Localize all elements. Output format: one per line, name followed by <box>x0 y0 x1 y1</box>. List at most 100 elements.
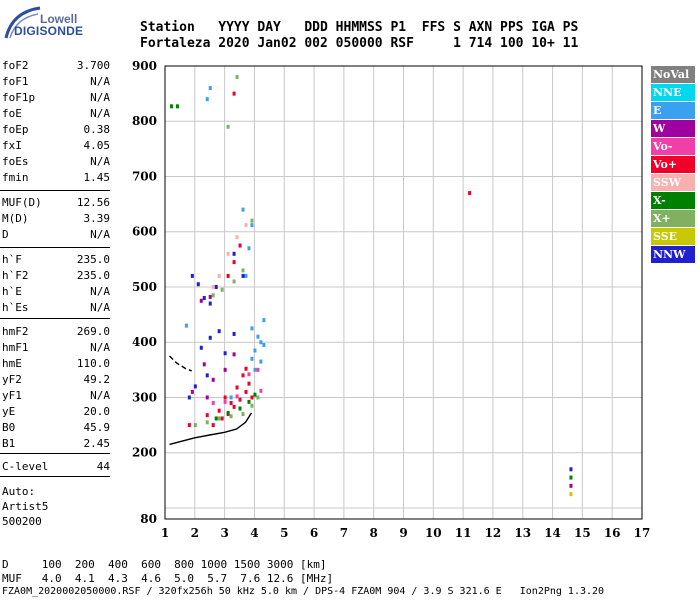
param-separator <box>0 247 110 248</box>
data-point <box>244 389 248 394</box>
data-point <box>223 395 227 400</box>
data-point <box>226 410 230 415</box>
param-row: h`Es N/A <box>2 301 110 315</box>
y-tick-label: 600 <box>132 225 157 239</box>
param-label: C-level <box>2 460 49 473</box>
param-row: foE N/A <box>2 107 110 121</box>
data-point <box>214 284 218 289</box>
data-point <box>256 395 260 400</box>
data-point <box>241 207 245 212</box>
data-point <box>220 416 224 421</box>
x-tick-label: 13 <box>514 526 531 540</box>
param-separator <box>0 190 110 191</box>
param-label: hmF1 <box>2 341 29 354</box>
data-point <box>247 399 251 404</box>
param-value: 44 <box>96 460 110 473</box>
data-point <box>211 400 215 405</box>
logo-lowell-text: Lowell <box>40 12 78 26</box>
param-value: 12.56 <box>76 196 110 209</box>
param-value: N/A <box>90 389 110 402</box>
param-row: foEs N/A <box>2 155 110 169</box>
auto-label: Auto: <box>2 485 36 498</box>
param-value: 4.05 <box>83 139 111 152</box>
param-row: foF2 3.700 <box>2 59 110 73</box>
data-point <box>253 392 257 397</box>
data-point <box>244 223 248 228</box>
data-point <box>229 414 233 419</box>
param-value: 3.39 <box>83 212 111 225</box>
param-value: 235.0 <box>76 253 110 266</box>
data-point <box>217 329 221 334</box>
data-point <box>468 191 472 196</box>
data-point <box>196 282 200 287</box>
data-point <box>569 492 573 497</box>
param-label: h`Es <box>2 301 29 314</box>
data-point <box>220 287 224 292</box>
data-point <box>193 384 197 389</box>
legend-item-x: X- <box>651 192 695 209</box>
x-tick-label: 4 <box>250 526 258 540</box>
y-tick-label: 700 <box>132 169 157 183</box>
data-point <box>184 323 188 328</box>
legend-item-x: X+ <box>651 210 695 227</box>
y-tick-label: 300 <box>132 390 157 404</box>
y-tick-label: 900 <box>132 59 157 73</box>
param-separator <box>0 476 110 477</box>
data-point <box>226 124 230 129</box>
x-tick-label: 7 <box>340 526 348 540</box>
data-point <box>190 389 194 394</box>
data-point <box>190 273 194 278</box>
param-separator <box>0 318 110 319</box>
data-point <box>208 301 212 306</box>
y-tick-label: 400 <box>132 335 157 349</box>
param-label: B1 <box>2 437 16 450</box>
legend-item-vo: Vo- <box>651 138 695 155</box>
x-tick-label: 9 <box>399 526 407 540</box>
data-point <box>199 298 203 303</box>
data-point <box>193 423 197 428</box>
data-point <box>229 400 233 405</box>
data-point <box>211 293 215 298</box>
data-point <box>238 243 242 248</box>
data-point <box>202 362 206 367</box>
data-point <box>235 75 239 80</box>
param-value: 49.2 <box>83 373 111 386</box>
data-point <box>250 403 254 408</box>
param-label: h`E <box>2 285 22 298</box>
data-point <box>217 416 221 421</box>
param-value: 235.0 <box>76 269 110 282</box>
legend-item-sse: SSE <box>651 228 695 245</box>
param-row: h`F 235.0 <box>2 253 110 267</box>
param-row: yF1 N/A <box>2 389 110 403</box>
param-row: foEp 0.38 <box>2 123 110 137</box>
y-tick-label: 200 <box>132 446 157 460</box>
x-tick-label: 14 <box>544 526 561 540</box>
x-tick-label: 6 <box>310 526 318 540</box>
data-point <box>235 235 239 240</box>
data-point <box>199 345 203 350</box>
legend-item-nnw: NNW <box>651 246 695 263</box>
param-value: N/A <box>90 155 110 168</box>
param-row: C-level 44 <box>2 460 110 474</box>
data-point <box>259 340 263 345</box>
param-row: h`F2 235.0 <box>2 269 110 283</box>
data-point <box>211 284 215 289</box>
data-point <box>208 335 212 340</box>
param-label: yF2 <box>2 373 22 386</box>
param-value: N/A <box>90 75 110 88</box>
param-label: foF1p <box>2 91 36 104</box>
data-point <box>205 97 209 102</box>
x-tick-label: 5 <box>280 526 288 540</box>
param-row: D N/A <box>2 228 110 242</box>
data-point <box>241 412 245 417</box>
data-point <box>259 359 263 364</box>
data-point <box>205 395 209 400</box>
data-point <box>235 394 239 399</box>
legend-item-nne: NNE <box>651 84 695 101</box>
data-point <box>253 367 257 372</box>
param-value: N/A <box>90 301 110 314</box>
x-tick-label: 1 <box>161 526 169 540</box>
data-point <box>187 395 191 400</box>
param-label: h`F <box>2 253 22 266</box>
data-point <box>238 397 242 402</box>
